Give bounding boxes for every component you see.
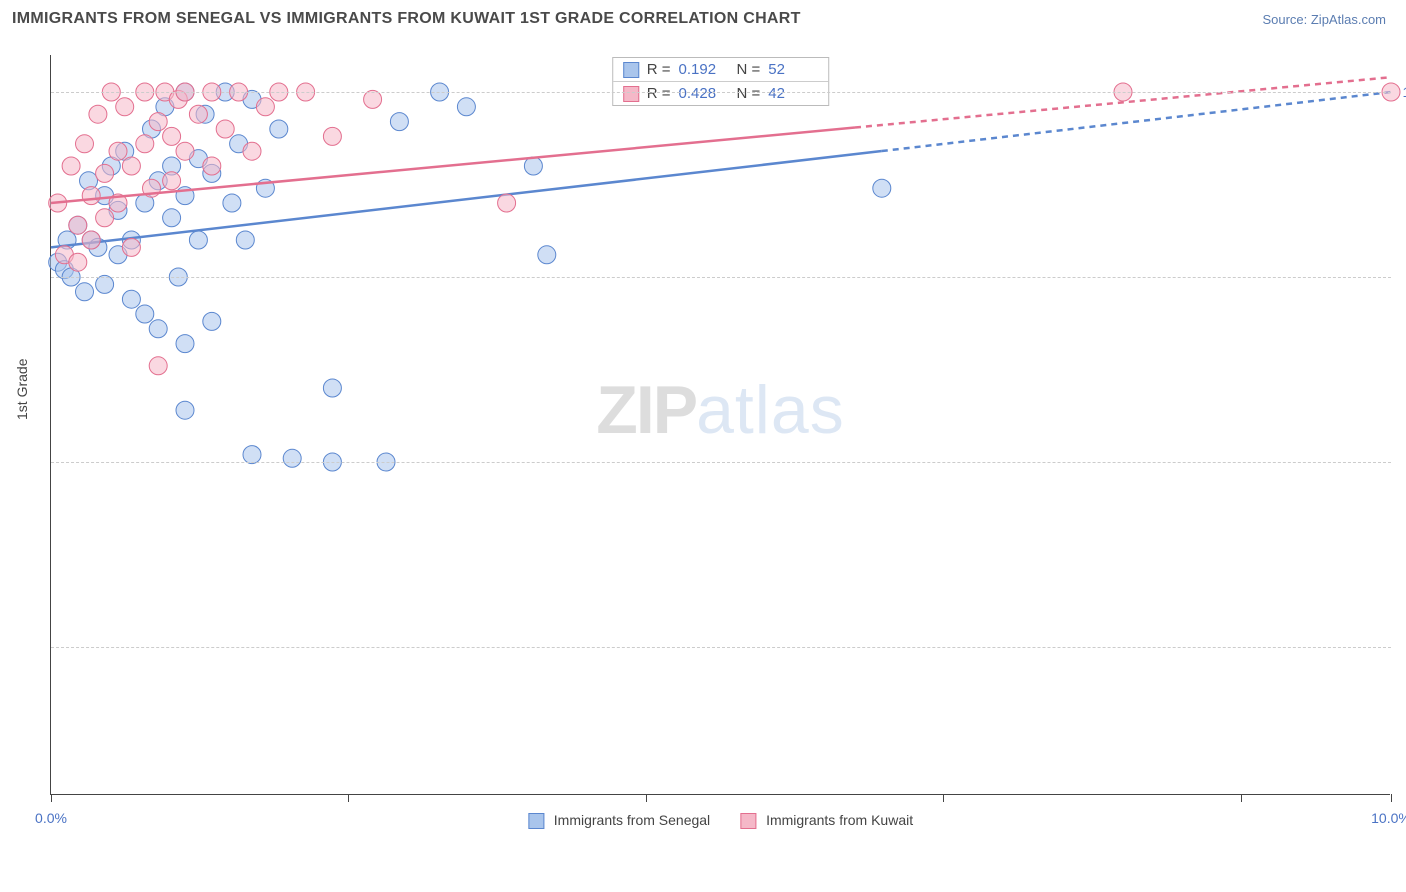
- correlation-stats-box: R = 0.192 N = 52 R = 0.428 N = 42: [612, 57, 830, 106]
- source-attribution: Source: ZipAtlas.com: [1262, 12, 1386, 27]
- stats-row-kuwait: R = 0.428 N = 42: [613, 82, 829, 105]
- scatter-plot-svg: [51, 55, 1390, 794]
- swatch-kuwait-icon: [740, 813, 756, 829]
- x-tick-label: 0.0%: [35, 810, 67, 826]
- y-axis-label: 1st Grade: [14, 359, 30, 420]
- swatch-senegal-icon: [623, 62, 639, 78]
- legend-item-senegal: Immigrants from Senegal: [528, 812, 710, 829]
- x-tick-label: 10.0%: [1371, 810, 1406, 826]
- legend-item-kuwait: Immigrants from Kuwait: [740, 812, 913, 829]
- stats-row-senegal: R = 0.192 N = 52: [613, 58, 829, 82]
- legend: Immigrants from Senegal Immigrants from …: [528, 812, 913, 829]
- chart-area: ZIPatlas R = 0.192 N = 52 R = 0.428 N = …: [50, 55, 1390, 795]
- y-tick-label: 100.0%: [1403, 84, 1406, 100]
- page-title: IMMIGRANTS FROM SENEGAL VS IMMIGRANTS FR…: [12, 10, 801, 28]
- swatch-kuwait-icon: [623, 86, 639, 102]
- swatch-senegal-icon: [528, 813, 544, 829]
